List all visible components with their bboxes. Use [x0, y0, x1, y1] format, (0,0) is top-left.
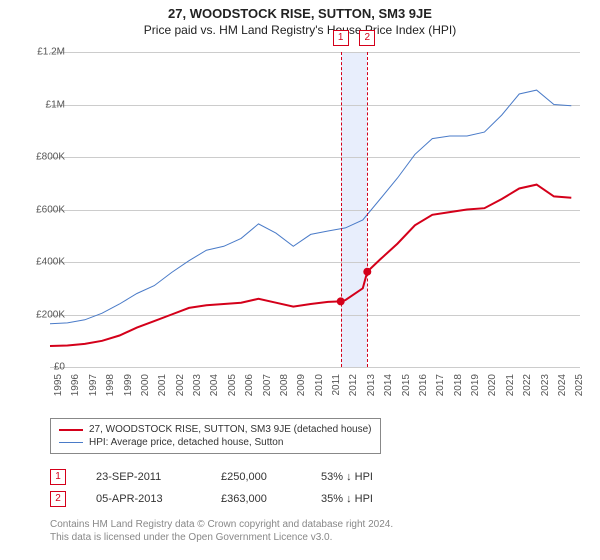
chart-svg — [50, 52, 580, 367]
attribution: Contains HM Land Registry data © Crown c… — [50, 518, 393, 544]
x-tick-label: 2022 — [522, 374, 533, 396]
x-tick-label: 2008 — [279, 374, 290, 396]
x-tick-label: 2014 — [383, 374, 394, 396]
legend-item: HPI: Average price, detached house, Sutt… — [59, 436, 372, 449]
sale-delta: 35% ↓ HPI — [321, 493, 373, 505]
x-tick-label: 2017 — [435, 374, 446, 396]
legend-label: 27, WOODSTOCK RISE, SUTTON, SM3 9JE (det… — [89, 424, 372, 435]
sale-row: 2 05-APR-2013 £363,000 35% ↓ HPI — [50, 488, 373, 510]
x-tick-label: 1999 — [123, 374, 134, 396]
legend-label: HPI: Average price, detached house, Sutt… — [89, 437, 283, 448]
x-tick-label: 2004 — [209, 374, 220, 396]
sale-price: £250,000 — [221, 471, 291, 483]
x-tick-label: 1997 — [88, 374, 99, 396]
x-tick-label: 1995 — [53, 374, 64, 396]
sale-marker-box: 1 — [333, 30, 349, 46]
x-tick-label: 2021 — [505, 374, 516, 396]
sale-vline — [341, 52, 342, 367]
attribution-line-2: This data is licensed under the Open Gov… — [50, 531, 393, 544]
sale-row-marker: 1 — [50, 469, 66, 485]
sale-row: 1 23-SEP-2011 £250,000 53% ↓ HPI — [50, 466, 373, 488]
x-tick-label: 2011 — [331, 374, 342, 396]
x-tick-label: 1998 — [105, 374, 116, 396]
x-tick-label: 2018 — [453, 374, 464, 396]
y-tick-label: £200K — [25, 309, 65, 320]
legend-swatch — [59, 429, 83, 431]
x-tick-label: 1996 — [70, 374, 81, 396]
x-tick-label: 2000 — [140, 374, 151, 396]
grid-line — [50, 367, 580, 368]
x-tick-label: 2020 — [487, 374, 498, 396]
sale-date: 23-SEP-2011 — [96, 471, 191, 483]
legend: 27, WOODSTOCK RISE, SUTTON, SM3 9JE (det… — [50, 418, 381, 454]
x-tick-label: 2005 — [227, 374, 238, 396]
chart-subtitle: Price paid vs. HM Land Registry's House … — [0, 21, 600, 37]
x-tick-label: 2016 — [418, 374, 429, 396]
x-tick-label: 2010 — [314, 374, 325, 396]
sale-marker-box: 2 — [359, 30, 375, 46]
y-tick-label: £400K — [25, 257, 65, 268]
x-tick-label: 2019 — [470, 374, 481, 396]
sale-delta: 53% ↓ HPI — [321, 471, 373, 483]
chart-title: 27, WOODSTOCK RISE, SUTTON, SM3 9JE — [0, 0, 600, 21]
y-tick-label: £600K — [25, 204, 65, 215]
x-tick-label: 2024 — [557, 374, 568, 396]
x-tick-label: 2007 — [262, 374, 273, 396]
x-tick-label: 2015 — [401, 374, 412, 396]
x-tick-label: 2003 — [192, 374, 203, 396]
sale-vline — [367, 52, 368, 367]
legend-item: 27, WOODSTOCK RISE, SUTTON, SM3 9JE (det… — [59, 423, 372, 436]
x-tick-label: 2002 — [175, 374, 186, 396]
chart-plot-area: 12 — [50, 52, 580, 367]
x-tick-label: 2023 — [540, 374, 551, 396]
y-tick-label: £800K — [25, 152, 65, 163]
x-tick-label: 2025 — [574, 374, 585, 396]
x-tick-label: 2009 — [296, 374, 307, 396]
sale-table: 1 23-SEP-2011 £250,000 53% ↓ HPI 2 05-APR-201… — [50, 466, 373, 510]
attribution-line-1: Contains HM Land Registry data © Crown c… — [50, 518, 393, 531]
x-tick-label: 2013 — [366, 374, 377, 396]
x-tick-label: 2006 — [244, 374, 255, 396]
x-tick-label: 2001 — [157, 374, 168, 396]
x-tick-label: 2012 — [348, 374, 359, 396]
sale-date: 05-APR-2013 — [96, 493, 191, 505]
y-tick-label: £1.2M — [25, 47, 65, 58]
y-tick-label: £1M — [25, 99, 65, 110]
sale-price: £363,000 — [221, 493, 291, 505]
legend-swatch — [59, 442, 83, 443]
sale-row-marker: 2 — [50, 491, 66, 507]
